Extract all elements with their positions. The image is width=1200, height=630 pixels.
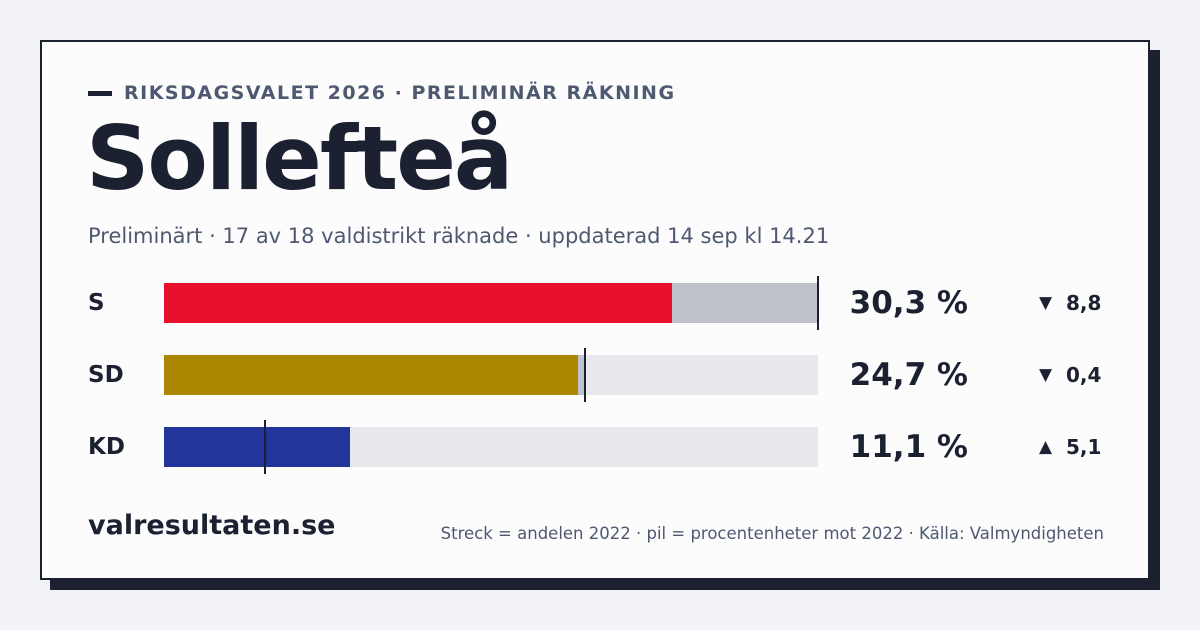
legend-note: Streck = andelen 2022 · pil = procentenh…: [440, 524, 1104, 543]
marker-2022-sd: [584, 348, 586, 402]
party-label-sd: SD: [88, 362, 124, 388]
marker-2022-kd: [264, 420, 266, 474]
change-label-kd: 5,1: [1066, 435, 1102, 459]
party-label-kd: KD: [88, 434, 125, 460]
change-label-s: 8,8: [1066, 291, 1102, 315]
bar-track-s: [164, 276, 819, 330]
bar-track-sd: [164, 348, 818, 402]
party-row-s: S 30,3 % ▼ 8,8: [42, 276, 1148, 330]
results-card: RIKSDAGSVALET 2026 · PRELIMINÄR RÄKNING …: [40, 40, 1150, 580]
kicker-text: RIKSDAGSVALET 2026 · PRELIMINÄR RÄKNING: [124, 82, 676, 104]
share-label-sd: 24,7 %: [849, 357, 968, 393]
arrow-down-icon: ▼: [1039, 293, 1053, 313]
marker-2022-s: [817, 276, 819, 330]
arrow-up-icon: ▲: [1039, 437, 1053, 457]
kicker-dash: [88, 90, 112, 96]
bar-track-kd: [164, 420, 818, 474]
party-row-sd: SD 24,7 % ▼ 0,4: [42, 348, 1148, 402]
arrow-down-icon: ▼: [1039, 365, 1053, 385]
share-label-kd: 11,1 %: [849, 429, 968, 465]
bar-sd: [164, 355, 578, 395]
bar-kd: [164, 427, 350, 467]
bar-s: [164, 283, 672, 323]
count-status: Preliminärt · 17 av 18 valdistrikt räkna…: [88, 224, 830, 248]
party-row-kd: KD 11,1 % ▲ 5,1: [42, 420, 1148, 474]
kicker: RIKSDAGSVALET 2026 · PRELIMINÄR RÄKNING: [88, 82, 676, 104]
site-brand[interactable]: valresultaten.se: [88, 510, 336, 541]
share-label-s: 30,3 %: [849, 285, 968, 321]
party-label-s: S: [88, 290, 105, 316]
change-label-sd: 0,4: [1066, 363, 1102, 387]
municipality-title: Sollefteå: [86, 107, 513, 210]
